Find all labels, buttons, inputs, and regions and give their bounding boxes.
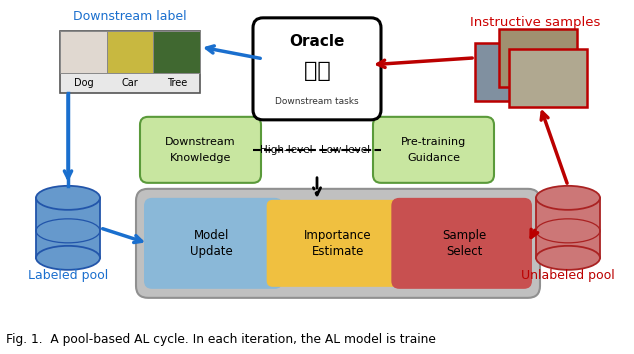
Text: Sample: Sample [443, 229, 487, 242]
Bar [499, 29, 577, 87]
Bar [107, 31, 153, 73]
Text: Car: Car [122, 78, 138, 88]
Bar [509, 49, 587, 107]
Ellipse shape [536, 186, 600, 210]
FancyBboxPatch shape [136, 189, 540, 298]
Text: Low-level: Low-level [321, 145, 370, 155]
Ellipse shape [536, 246, 600, 270]
Text: Downstream tasks: Downstream tasks [275, 97, 359, 106]
Text: Update: Update [190, 245, 233, 258]
Text: Knowledge: Knowledge [170, 153, 231, 163]
Text: Model: Model [193, 229, 229, 242]
Text: Tree: Tree [167, 78, 187, 88]
FancyBboxPatch shape [144, 198, 283, 289]
Text: Dog: Dog [74, 78, 93, 88]
FancyBboxPatch shape [267, 200, 410, 287]
Polygon shape [36, 198, 100, 258]
Text: Fig. 1.  A pool-based AL cycle. In each iteration, the AL model is traine: Fig. 1. A pool-based AL cycle. In each i… [6, 333, 436, 346]
Text: Pre-training: Pre-training [401, 137, 466, 147]
Polygon shape [536, 198, 600, 258]
Bar [475, 43, 553, 101]
FancyBboxPatch shape [373, 117, 494, 183]
Text: Importance: Importance [304, 229, 372, 242]
Bar [60, 31, 200, 93]
FancyBboxPatch shape [391, 198, 532, 289]
Text: Downstream label: Downstream label [73, 10, 187, 23]
Text: High-level: High-level [261, 145, 313, 155]
Text: Guidance: Guidance [407, 153, 460, 163]
Text: Instructive samples: Instructive samples [470, 16, 600, 29]
FancyBboxPatch shape [140, 117, 261, 183]
FancyBboxPatch shape [253, 18, 381, 120]
Text: Labeled pool: Labeled pool [28, 269, 108, 282]
Text: Oracle: Oracle [289, 34, 345, 49]
Ellipse shape [36, 246, 100, 270]
Text: Select: Select [446, 245, 483, 258]
Text: Unlabeled pool: Unlabeled pool [521, 269, 615, 282]
Ellipse shape [36, 186, 100, 210]
Bar [153, 31, 200, 73]
Text: Estimate: Estimate [312, 245, 364, 258]
Bar [60, 31, 107, 73]
Text: 🧑‍💻: 🧑‍💻 [304, 61, 330, 81]
Text: Downstream: Downstream [165, 137, 236, 147]
